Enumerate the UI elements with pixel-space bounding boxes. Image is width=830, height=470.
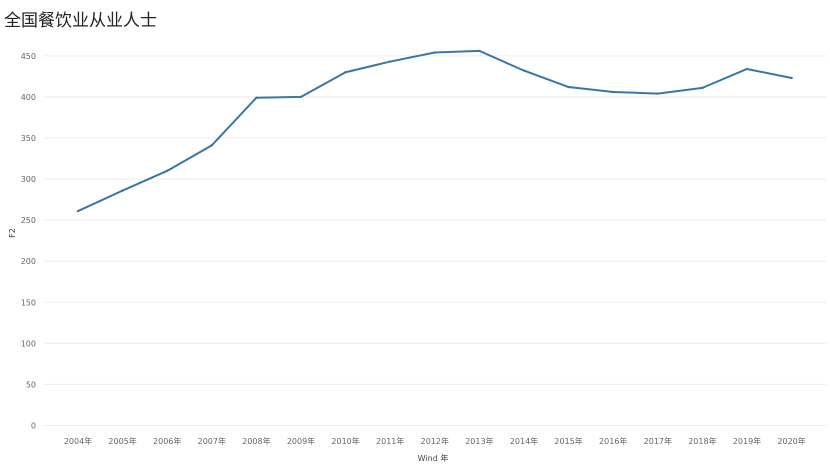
x-tick-label: 2014年	[510, 436, 538, 446]
y-tick-label: 400	[21, 93, 36, 102]
x-axis-ticks: 2004年 2005年 2006年 2007年 2008年 2009年 2010年 2011年…	[64, 436, 806, 446]
gridlines	[44, 55, 826, 426]
x-tick-label: 2020年	[777, 436, 805, 446]
data-point	[255, 96, 258, 99]
data-point	[745, 67, 749, 71]
x-tick-label: 2017年	[644, 436, 672, 446]
y-tick-label: 350	[21, 134, 36, 143]
y-tick-label: 250	[21, 216, 36, 225]
data-point	[612, 90, 615, 94]
y-tick-label: 200	[21, 257, 36, 266]
y-tick-label: 50	[26, 380, 36, 389]
y-tick-label: 100	[21, 339, 36, 348]
series-lines	[76, 49, 793, 213]
x-tick-label: 2015年	[554, 436, 582, 446]
x-tick-label: 2019年	[733, 436, 761, 446]
y-tick-label: 150	[21, 298, 36, 307]
data-point	[567, 85, 570, 89]
data-point	[790, 76, 793, 80]
y-tick-label: 450	[21, 52, 36, 61]
data-point	[656, 92, 659, 95]
x-tick-label: 2007年	[198, 436, 226, 446]
y-axis-ticks: 0 50 100 150 200 250 300 350 400 450	[21, 52, 36, 431]
x-tick-label: 2011年	[376, 436, 404, 446]
data-point	[433, 51, 436, 54]
x-axis-label: Wind 年	[418, 453, 449, 463]
chart-title: 全国餐饮业从业人士	[4, 11, 157, 31]
x-tick-label: 2008年	[242, 436, 270, 446]
data-point	[121, 189, 124, 192]
x-tick-label: 2004年	[64, 436, 92, 446]
x-tick-label: 2016年	[599, 436, 627, 446]
data-point	[299, 95, 303, 99]
x-tick-label: 2005年	[108, 436, 136, 446]
data-point	[522, 69, 526, 72]
data-point	[478, 49, 481, 53]
data-point	[166, 169, 169, 173]
x-tick-label: 2013年	[465, 436, 493, 446]
data-point	[76, 209, 80, 213]
x-tick-label: 2010年	[331, 436, 359, 446]
x-tick-label: 2006年	[153, 436, 181, 446]
y-axis-label: F2	[8, 228, 17, 238]
x-tick-label: 2012年	[421, 436, 449, 446]
x-tick-label: 2009年	[287, 436, 315, 446]
series-line	[77, 49, 793, 213]
x-tick-label: 2018年	[688, 436, 716, 446]
data-point	[210, 144, 213, 147]
data-point	[389, 60, 392, 63]
data-point	[344, 71, 347, 74]
data-point	[701, 86, 704, 90]
y-tick-label: 0	[31, 422, 36, 431]
y-tick-label: 300	[21, 175, 36, 184]
